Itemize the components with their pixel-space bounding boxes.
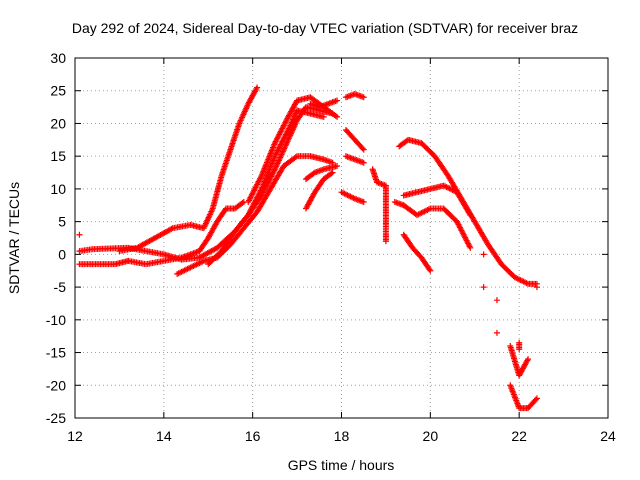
- data-point: [400, 202, 407, 209]
- data-point: [467, 212, 474, 219]
- data-point: [239, 199, 246, 206]
- series-arc-b: [76, 257, 132, 268]
- data-point: [76, 231, 83, 238]
- series-arc-n: [338, 189, 367, 205]
- grid: [75, 58, 608, 418]
- y-tick-label: -20: [46, 377, 66, 393]
- data-point: [334, 113, 341, 120]
- data-point: [360, 199, 367, 205]
- data-point: [480, 251, 487, 258]
- series-arc-r: [400, 202, 540, 412]
- series-arc-j: [307, 97, 341, 111]
- y-tick-label: -5: [54, 279, 67, 295]
- y-tick-label: 0: [58, 246, 66, 262]
- data-point: [427, 267, 434, 274]
- data-points: [76, 84, 540, 412]
- data-point: [332, 112, 339, 119]
- series-arc-l: [342, 127, 367, 153]
- data-point: [467, 244, 474, 251]
- series-arc-h: [302, 169, 336, 212]
- series-arc-o: [369, 166, 389, 245]
- data-point: [532, 396, 539, 403]
- x-tick-labels: 12 14 16 18 20 22 24: [67, 428, 616, 444]
- series-arc-c: [116, 84, 261, 255]
- data-point: [253, 85, 260, 92]
- y-tick-labels: -25 -20 -15 -10 -5 0 5 10 15 20 25 30: [46, 50, 66, 426]
- data-point: [292, 154, 299, 161]
- series-arc-d: [125, 199, 247, 268]
- data-point: [334, 97, 341, 104]
- y-tick-label: -15: [46, 345, 66, 361]
- data-point: [480, 284, 487, 291]
- data-point: [320, 113, 327, 120]
- data-point: [493, 297, 500, 304]
- y-tick-label: -10: [46, 312, 66, 328]
- data-point: [360, 146, 367, 153]
- data-point: [360, 159, 367, 166]
- y-tick-label: 20: [50, 115, 66, 131]
- data-point: [426, 266, 433, 273]
- data-point: [516, 346, 523, 353]
- series-arc-u: [76, 231, 523, 353]
- data-point: [533, 395, 540, 402]
- series-arc-a: [76, 107, 327, 263]
- series-arc-t: [391, 199, 407, 209]
- data-point: [466, 210, 473, 217]
- y-tick-label: 10: [50, 181, 66, 197]
- x-tick-label: 24: [600, 428, 616, 444]
- x-tick-label: 14: [156, 428, 172, 444]
- series-arc-f: [205, 104, 336, 268]
- data-point: [328, 170, 335, 177]
- data-point: [254, 84, 261, 91]
- series-arc-m: [342, 153, 367, 166]
- data-point: [359, 145, 366, 152]
- series-arc-i: [302, 163, 341, 183]
- data-point: [329, 169, 336, 176]
- y-tick-label: -25: [46, 410, 66, 426]
- data-point: [360, 94, 367, 101]
- data-point: [168, 225, 175, 232]
- series-arc-q: [400, 182, 540, 379]
- y-tick-label: 25: [50, 83, 66, 99]
- chart-title: Day 292 of 2024, Sidereal Day-to-day VTE…: [72, 20, 578, 36]
- data-point: [493, 329, 500, 336]
- x-tick-label: 20: [423, 428, 439, 444]
- y-tick-label: 30: [50, 50, 66, 66]
- y-axis-title: SDTVAR / TECUs: [6, 182, 22, 294]
- series-arc-k: [342, 91, 367, 101]
- y-tick-label: 15: [50, 148, 66, 164]
- x-tick-label: 12: [67, 428, 83, 444]
- data-point: [524, 357, 531, 364]
- x-axis-title: GPS time / hours: [288, 457, 395, 473]
- data-point: [525, 356, 532, 363]
- y-tick-label: 5: [58, 214, 66, 230]
- series-arc-s: [400, 231, 434, 274]
- x-tick-label: 16: [245, 428, 261, 444]
- data-point: [382, 238, 389, 245]
- x-tick-label: 18: [334, 428, 350, 444]
- plot-frame: [74, 57, 609, 419]
- data-point: [533, 284, 540, 291]
- x-tick-label: 22: [511, 428, 527, 444]
- series-arc-g: [245, 94, 341, 205]
- data-point: [334, 163, 341, 169]
